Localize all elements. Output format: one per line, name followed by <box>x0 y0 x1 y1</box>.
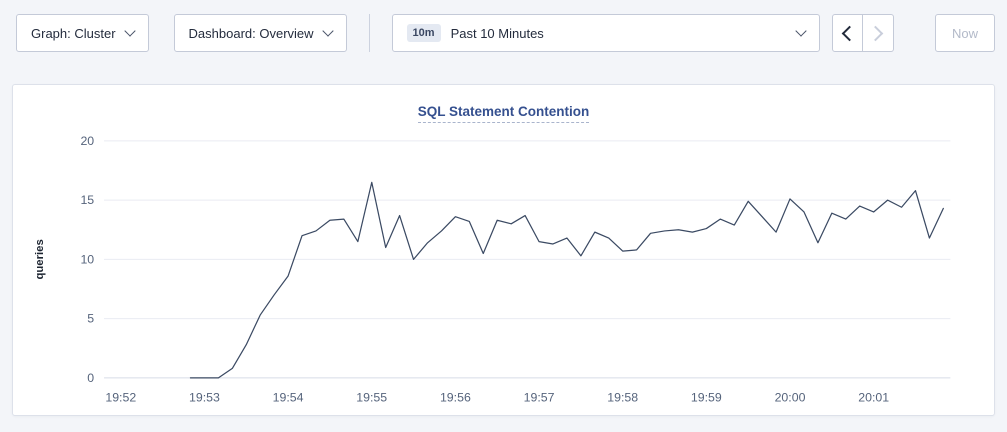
x-tick-label: 20:00 <box>775 391 806 405</box>
metrics-toolbar: Graph: Cluster Dashboard: Overview 10m P… <box>0 0 1007 52</box>
dashboard-dropdown-label: Dashboard: Overview <box>188 25 314 41</box>
y-axis-label: queries <box>34 239 46 279</box>
chevron-down-icon <box>321 25 334 37</box>
time-range-badge: 10m <box>406 24 441 42</box>
x-tick-label: 19:52 <box>105 391 136 405</box>
x-tick-label: 19:58 <box>607 391 638 405</box>
y-tick-label: 0 <box>87 371 94 385</box>
chevron-left-icon <box>841 25 857 41</box>
x-tick-label: 19:57 <box>524 391 555 405</box>
chart-title-row: SQL Statement Contention <box>27 99 980 131</box>
time-forward-button[interactable] <box>862 14 894 52</box>
x-tick-label: 19:59 <box>691 391 722 405</box>
dashboard-dropdown[interactable]: Dashboard: Overview <box>173 14 347 52</box>
x-tick-label: 19:56 <box>440 391 471 405</box>
time-range-label: Past 10 Minutes <box>450 25 544 41</box>
chevron-down-icon <box>794 25 807 37</box>
graph-dropdown-label: Graph: Cluster <box>31 25 116 41</box>
time-nav-group <box>831 14 894 52</box>
chart-title[interactable]: SQL Statement Contention <box>417 104 590 123</box>
y-tick-label: 15 <box>80 193 94 207</box>
chevron-down-icon <box>123 25 136 37</box>
y-tick-label: 10 <box>80 252 94 266</box>
time-range-dropdown[interactable]: 10m Past 10 Minutes <box>391 14 820 52</box>
chevron-right-icon <box>867 25 884 41</box>
sql-statement-contention-chart: 0 5 10 15 20 19:52 19:53 19:54 19:55 19:56 19:57 19… <box>34 134 951 405</box>
x-tick-label: 19:53 <box>189 391 220 405</box>
now-button[interactable]: Now <box>934 14 995 52</box>
x-tick-label: 19:54 <box>273 391 304 405</box>
chart-line <box>189 181 944 379</box>
toolbar-divider <box>368 14 370 52</box>
y-tick-label: 5 <box>87 312 94 326</box>
chart-panel: SQL Statement Contention 0 5 10 15 20 19:52 19… <box>12 84 995 416</box>
y-tick-label: 20 <box>80 134 94 148</box>
x-tick-label: 19:55 <box>356 391 387 405</box>
time-back-button[interactable] <box>831 14 863 52</box>
graph-dropdown[interactable]: Graph: Cluster <box>16 14 149 52</box>
x-tick-label: 20:01 <box>858 391 889 405</box>
